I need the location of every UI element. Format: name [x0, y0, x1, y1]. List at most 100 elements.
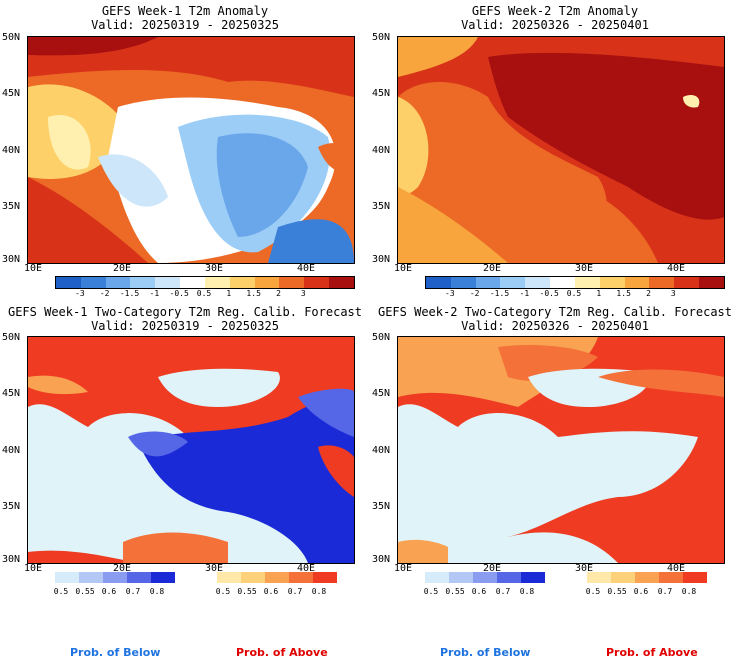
lon-label: 30E	[574, 263, 594, 274]
colorbar-swatch	[204, 277, 230, 288]
lon-label: 30E	[574, 563, 594, 574]
lat-label: 50N	[372, 332, 391, 343]
colorbar-tick-label: 0.7	[495, 587, 511, 596]
map-week2-anomaly	[397, 36, 725, 264]
colorbar-swatch	[599, 277, 625, 288]
colorbar-swatch	[289, 572, 313, 583]
colorbar-tick-label: 0.8	[519, 587, 535, 596]
colorbar-tick-label: 0.55	[237, 587, 257, 596]
anomaly-colorbar	[55, 276, 355, 289]
panel-valid-dates: Valid: 20250326 - 20250401	[461, 319, 649, 333]
colorbar-tick-label: -3	[445, 289, 455, 298]
colorbar-tick-label: 0.8	[149, 587, 165, 596]
colorbar-swatch	[425, 572, 449, 583]
colorbar-tick-label: 2	[276, 289, 281, 298]
colorbar-tick-label: -3	[75, 289, 85, 298]
colorbar-swatch	[279, 277, 305, 288]
legend-below-week2: Prob. of Below	[440, 646, 531, 659]
colorbar-tick-label: 0.7	[125, 587, 141, 596]
colorbar-tick-label: 0.55	[607, 587, 627, 596]
colorbar-swatch	[254, 277, 280, 288]
colorbar-swatch	[611, 572, 635, 583]
lat-label: 50N	[2, 332, 21, 343]
lon-label: 30E	[204, 263, 224, 274]
colorbar-tick-label: -1	[519, 289, 530, 298]
colorbar-swatch	[241, 572, 265, 583]
lat-label: 30N	[372, 254, 391, 265]
map-week1-probability	[27, 336, 355, 564]
panel-week1-anomaly: GEFS Week-1 T2m Anomaly Valid: 20250319 …	[0, 0, 370, 300]
colorbar-tick-label: 0.6	[633, 587, 649, 596]
lat-label: 45N	[2, 388, 21, 399]
colorbar-tick-label: 0.5	[196, 289, 212, 298]
colorbar-swatch	[587, 572, 611, 583]
above-colorbar-week1	[217, 572, 337, 583]
colorbar-swatch	[130, 277, 156, 288]
colorbar-swatch	[525, 277, 551, 288]
lat-label: 40N	[2, 145, 21, 156]
panel-title: GEFS Week-2 Two-Category T2m Reg. Calib.…	[377, 305, 732, 319]
colorbar-tick-label: 0.5	[585, 587, 601, 596]
lat-label: 35N	[372, 501, 391, 512]
colorbar-swatch	[127, 572, 151, 583]
colorbar-swatch	[265, 572, 289, 583]
colorbar-tick-label: 1.5	[246, 289, 261, 298]
colorbar-tick-label: 0.55	[445, 587, 465, 596]
lat-label: 35N	[372, 201, 391, 212]
legend-above-week2: Prob. of Above	[606, 646, 698, 659]
lat-label: 40N	[372, 145, 391, 156]
colorbar-swatch	[659, 572, 683, 583]
colorbar-swatch	[683, 572, 707, 583]
colorbar-tick-label: -0.5	[169, 289, 189, 298]
colorbar-tick-label: -1.5	[119, 289, 140, 298]
colorbar-tick-label: 0.5	[53, 587, 69, 596]
colorbar-swatch	[180, 277, 205, 288]
lat-label: 40N	[372, 445, 391, 456]
colorbar-swatch	[574, 277, 600, 288]
lat-label: 30N	[2, 254, 21, 265]
lat-label: 45N	[372, 88, 391, 99]
lon-label: 40E	[296, 563, 316, 574]
colorbar-tick-label: -0.5	[539, 289, 559, 298]
lon-label: 20E	[112, 263, 132, 274]
colorbar-swatch	[313, 572, 337, 583]
lat-label: 30N	[2, 554, 21, 565]
panel-valid-dates: Valid: 20250326 - 20250401	[461, 18, 649, 32]
lon-label: 20E	[482, 263, 502, 274]
panel-valid-dates: Valid: 20250319 - 20250325	[91, 319, 279, 333]
colorbar-swatch	[426, 277, 451, 288]
lat-label: 45N	[2, 88, 21, 99]
anomaly-colorbar	[425, 276, 725, 289]
colorbar-tick-label: 0.5	[423, 587, 439, 596]
colorbar-swatch	[649, 277, 675, 288]
colorbar-swatch	[550, 277, 575, 288]
colorbar-tick-label: 0.8	[681, 587, 697, 596]
colorbar-tick-label: 0.5	[566, 289, 582, 298]
lat-label: 45N	[372, 388, 391, 399]
colorbar-tick-label: 1	[596, 289, 602, 298]
lon-label: 10E	[393, 263, 413, 274]
colorbar-swatch	[635, 572, 659, 583]
lon-label: 20E	[112, 563, 132, 574]
colorbar-tick-label: 0.6	[101, 587, 117, 596]
lon-label: 10E	[23, 263, 43, 274]
lat-label: 30N	[372, 554, 391, 565]
lon-label: 20E	[482, 563, 502, 574]
colorbar-tick-label: 0.6	[471, 587, 487, 596]
below-colorbar-week1	[55, 572, 175, 583]
colorbar-tick-label: 3	[670, 289, 676, 298]
lat-label: 50N	[2, 32, 21, 43]
lon-label: 30E	[204, 563, 224, 574]
map-week1-anomaly	[27, 36, 355, 264]
colorbar-tick-label: -2	[469, 289, 480, 298]
colorbar-swatch	[699, 277, 724, 288]
colorbar-tick-label: 0.7	[287, 587, 303, 596]
colorbar-tick-label: 0.5	[215, 587, 231, 596]
colorbar-swatch	[674, 277, 700, 288]
colorbar-tick-label: 2	[646, 289, 651, 298]
colorbar-swatch	[229, 277, 255, 288]
colorbar-swatch	[497, 572, 521, 583]
colorbar-tick-label: 0.6	[263, 587, 279, 596]
colorbar-swatch	[56, 277, 81, 288]
colorbar-swatch	[80, 277, 106, 288]
